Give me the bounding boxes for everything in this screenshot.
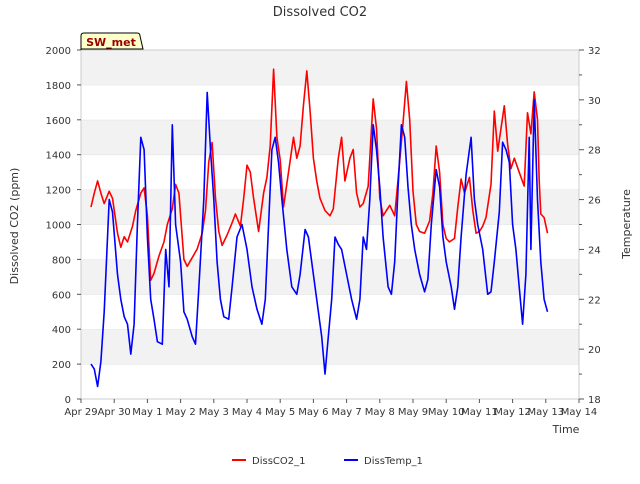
x-tick-label: May 6 bbox=[298, 407, 328, 418]
y-right-tick-label: 28 bbox=[588, 146, 601, 157]
y-left-tick-label: 1200 bbox=[46, 186, 71, 197]
series-layer bbox=[90, 68, 549, 388]
series-line-disstemp-1 bbox=[90, 91, 549, 388]
y-left-tick-label: 1400 bbox=[46, 151, 71, 162]
y-right-tick-label: 32 bbox=[588, 46, 601, 57]
x-tick-label: May 5 bbox=[265, 407, 295, 418]
x-tick-label: May 7 bbox=[331, 407, 361, 418]
y-axis-right-label: Temperature bbox=[620, 189, 633, 260]
x-axis-label: Time bbox=[552, 423, 580, 436]
x-tick-label: May 4 bbox=[232, 407, 262, 418]
y-right-tick-label: 24 bbox=[588, 245, 601, 256]
y-right-tick-label: 18 bbox=[588, 395, 601, 406]
y-right-tick-label: 30 bbox=[588, 96, 601, 107]
grid-band bbox=[81, 329, 579, 365]
chart-title: Dissolved CO2 bbox=[273, 5, 367, 20]
y-left-tick-label: 800 bbox=[52, 255, 71, 266]
y-left-tick-label: 0 bbox=[65, 395, 71, 406]
y-left-tick-label: 600 bbox=[52, 290, 71, 301]
y-left-tick-label: 2000 bbox=[46, 46, 71, 57]
grid-band bbox=[81, 154, 579, 190]
legend: DissCO2_1 DissTemp_1 bbox=[232, 456, 423, 467]
x-tick-label: May 8 bbox=[365, 407, 395, 418]
grid-band bbox=[81, 84, 579, 120]
x-tick-label: May 12 bbox=[494, 407, 531, 418]
x-tick-label: May 14 bbox=[561, 407, 598, 418]
y-axis-left: 0 200 400 600 800 1000 1200 1400 1600 1800 2000 bbox=[46, 46, 81, 406]
x-tick-label: May 9 bbox=[398, 407, 428, 418]
y-axis-left-label: Dissolved CO2 (ppm) bbox=[8, 168, 21, 285]
y-left-tick-label: 1800 bbox=[46, 81, 71, 92]
legend-item: DissTemp_1 bbox=[344, 456, 423, 467]
y-right-tick-label: 20 bbox=[588, 345, 601, 356]
grid-band bbox=[81, 189, 579, 225]
x-tick-label: May 11 bbox=[461, 407, 498, 418]
x-tick-label: May 13 bbox=[528, 407, 565, 418]
grid-band bbox=[81, 364, 579, 399]
y-right-tick-label: 22 bbox=[588, 295, 601, 306]
y-left-tick-label: 1000 bbox=[46, 221, 71, 232]
legend-label: DissCO2_1 bbox=[252, 456, 305, 467]
series-line-dissco2-1 bbox=[90, 68, 549, 282]
x-tick-label: Apr 30 bbox=[98, 407, 131, 418]
grid-band bbox=[81, 119, 579, 155]
x-axis: Apr 29 Apr 30 May 1 May 2 May 3 May 4 May 5 May… bbox=[64, 399, 597, 418]
x-tick-label: May 1 bbox=[132, 407, 162, 418]
y-left-tick-label: 200 bbox=[52, 360, 71, 371]
site-badge-label: SW_met bbox=[86, 36, 136, 49]
x-tick-label: Apr 29 bbox=[64, 407, 97, 418]
x-tick-label: May 10 bbox=[428, 407, 465, 418]
legend-label: DissTemp_1 bbox=[364, 456, 423, 467]
y-left-tick-label: 1600 bbox=[46, 116, 71, 127]
y-left-tick-label: 400 bbox=[52, 325, 71, 336]
x-tick-label: May 2 bbox=[165, 407, 195, 418]
grid-bands bbox=[81, 49, 579, 399]
site-badge: SW_met bbox=[80, 32, 144, 50]
y-right-tick-label: 26 bbox=[588, 196, 601, 207]
legend-item: DissCO2_1 bbox=[232, 456, 305, 467]
grid-band bbox=[81, 50, 579, 85]
y-axis-right: 18 20 22 24 26 28 30 32 bbox=[579, 46, 601, 406]
x-tick-label: May 3 bbox=[199, 407, 229, 418]
grid-band bbox=[81, 224, 579, 260]
